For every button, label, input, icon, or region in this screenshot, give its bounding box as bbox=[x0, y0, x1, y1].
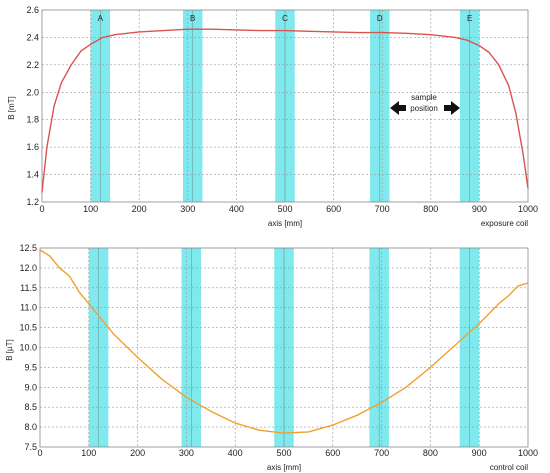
plot-frame bbox=[41, 9, 529, 203]
coil-label: exposure coil bbox=[481, 219, 528, 228]
x-tick-label: 0 bbox=[37, 448, 42, 458]
chart-1: 0 100 200 300 400 500 600 700 800 900 1000 1.2 1.4 1.… bbox=[7, 5, 538, 228]
x-tick-label: 0 bbox=[39, 204, 44, 214]
y-tick-label: 12.5 bbox=[19, 243, 37, 253]
annotation-text: sample bbox=[411, 93, 437, 102]
x-tick-label: 500 bbox=[277, 204, 292, 214]
y-tick-label: 2.6 bbox=[26, 5, 39, 15]
x-tick-label: 200 bbox=[132, 204, 147, 214]
x-tick-label: 600 bbox=[325, 448, 340, 458]
coil-label: control coil bbox=[490, 463, 528, 472]
x-tick-label: 700 bbox=[375, 204, 390, 214]
x-tick-label: 300 bbox=[179, 448, 194, 458]
y-tick-label: 8.5 bbox=[24, 402, 37, 412]
x-tick-label: 200 bbox=[130, 448, 145, 458]
y-tick-label: 11.0 bbox=[20, 303, 37, 313]
y-tick-label: 1.2 bbox=[26, 197, 39, 207]
x-tick-label: 800 bbox=[423, 204, 438, 214]
annotation-text: position bbox=[410, 104, 438, 113]
x-tick-label: 1000 bbox=[518, 204, 538, 214]
y-tick-label: 11.5 bbox=[20, 283, 37, 293]
x-tick-label: 900 bbox=[472, 448, 487, 458]
y-tick-label: 10.5 bbox=[19, 323, 37, 333]
y-tick-label: 1.8 bbox=[26, 115, 39, 125]
y-axis-label: B [µT] bbox=[5, 339, 14, 361]
y-tick-label: 12.0 bbox=[19, 263, 37, 273]
x-tick-label: 700 bbox=[374, 448, 389, 458]
data-line bbox=[39, 249, 529, 434]
x-tick-label: 800 bbox=[423, 448, 438, 458]
y-tick-label: 8.0 bbox=[24, 422, 37, 432]
chart-2: 0 100 200 300 400 500 600 700 800 900 1000 7.5 8.0 8.… bbox=[5, 243, 538, 472]
x-tick-label: 900 bbox=[472, 204, 487, 214]
y-tick-label: 1.4 bbox=[26, 170, 39, 180]
y-tick-label: 1.6 bbox=[26, 142, 39, 152]
y-tick-label: 2.4 bbox=[26, 32, 39, 42]
left-arrow-icon bbox=[390, 101, 406, 115]
plot-frame bbox=[39, 247, 529, 448]
x-tick-label: 600 bbox=[326, 204, 341, 214]
y-axis-label: B [mT] bbox=[7, 96, 16, 120]
y-tick-label: 2.0 bbox=[26, 87, 39, 97]
data-line bbox=[41, 28, 529, 193]
x-tick-label: 1000 bbox=[518, 448, 538, 458]
x-axis-label: axis [mm] bbox=[268, 219, 302, 228]
x-axis-label: axis [mm] bbox=[267, 463, 301, 472]
y-tick-label: 2.2 bbox=[26, 60, 39, 70]
x-tick-label: 100 bbox=[81, 448, 96, 458]
x-tick-label: 100 bbox=[83, 204, 98, 214]
band-label: D bbox=[377, 14, 383, 23]
band-label: C bbox=[282, 14, 288, 23]
y-tick-label: 9.0 bbox=[24, 382, 37, 392]
y-tick-label: 9.5 bbox=[24, 362, 37, 372]
x-tick-label: 500 bbox=[276, 448, 291, 458]
y-tick-label: 10.0 bbox=[19, 343, 37, 353]
right-arrow-icon bbox=[444, 101, 460, 115]
x-tick-label: 400 bbox=[229, 204, 244, 214]
band-label: B bbox=[190, 14, 195, 23]
x-tick-label: 300 bbox=[180, 204, 195, 214]
x-tick-label: 400 bbox=[228, 448, 243, 458]
y-tick-label: 7.5 bbox=[24, 442, 37, 452]
band-label: E bbox=[467, 14, 472, 23]
band-label: A bbox=[98, 14, 104, 23]
